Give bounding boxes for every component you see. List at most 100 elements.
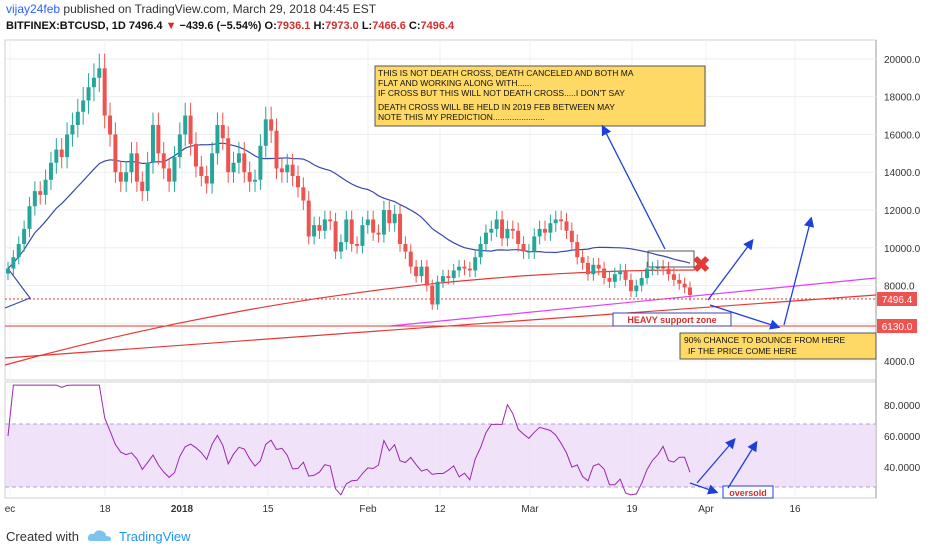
time-tick-label: Apr [698,504,714,515]
low-value: 7466.6 [372,20,406,32]
candle-body [478,244,483,258]
price-tick-label: 8000.0 [884,282,915,293]
candle-body [671,274,676,280]
ma-red-line [4,269,696,366]
candle-body [91,77,96,88]
price-tick-label: 16000.0 [884,130,921,141]
candle-body [215,125,220,154]
time-tick-label: 12 [434,504,446,515]
annotation-arrows [601,124,815,495]
candle-body [666,268,671,275]
candle-body [172,157,177,182]
candle-body [183,115,188,135]
high-value: 7973.0 [325,20,359,32]
candle-body [575,242,580,258]
username-link[interactable]: vijay24feb [6,2,61,16]
candle-body [381,210,386,235]
candle-body [312,225,317,237]
note-line-5: NOTE THIS MY PREDICTION.................… [378,112,545,122]
candle-body [16,244,21,258]
bounce-box[interactable] [679,332,877,360]
publisher-line: vijay24feb published on TradingView.com,… [6,2,376,16]
footer: Created with TradingView [0,522,932,550]
candle-body [156,125,161,154]
candle-body [398,213,403,244]
candle-body [628,279,633,292]
candle-body [32,191,37,207]
bounce-line-1: 90% CHANCE TO BOUNCE FROM HERE [684,335,846,345]
candle-body [333,221,338,252]
change-text: −439.6 (−5.54%) [179,20,262,32]
candle-body [639,278,644,286]
pink-trendline [389,277,877,327]
time-tick-label: 15 [262,504,274,515]
cross-highlight-box [647,250,695,268]
rsi-tick-label: 60.0000 [884,432,921,443]
candle-body [392,213,397,224]
candle-body [440,276,445,282]
price-tick-label: 4000.0 [884,357,915,368]
high-label: H: [313,20,326,32]
candle-body [328,219,333,222]
candle-body [97,68,102,78]
candle-body [446,276,451,278]
candle-body [537,228,542,237]
candle-body [263,119,268,146]
candle-body [269,119,274,131]
candle-body [467,268,472,271]
candle-body [75,111,80,125]
candle-body [247,172,252,182]
candle-body [569,230,574,243]
close-value: 7496.4 [420,20,455,32]
oversold-box[interactable] [722,485,774,499]
candle-body [134,153,139,182]
candle-body [290,164,295,176]
candle-body [301,187,306,201]
candle-body [489,228,494,233]
candle-body [48,162,53,180]
candle-body [376,232,381,235]
arrow-up-2 [783,216,815,326]
note-box[interactable] [374,65,706,127]
candle-body [645,268,650,278]
time-tick-label: Feb [359,504,377,515]
low-label: L: [361,20,373,32]
candle-body [150,125,155,163]
candle-body [253,179,258,182]
candle-body [516,230,521,244]
candle-body [220,125,225,139]
candle-body [596,264,601,269]
support-box-text: HEAVY support zone [627,315,716,325]
candle-body [623,270,628,280]
candle-body [677,279,682,284]
candle-body [59,149,64,158]
candle-body [43,179,48,195]
candle-body [585,262,590,275]
candle-body [371,219,376,233]
candle-body [102,68,107,116]
candle-body [473,257,478,271]
time-tick-label: ec [5,504,16,515]
candle-body [414,266,419,277]
candle-body [365,219,370,226]
note-line-2: FLAT AND WORKING ALONG WITH...... [378,78,532,88]
support-box[interactable] [612,312,732,327]
close-label: C: [408,20,421,32]
candle-body [661,266,666,269]
tradingview-brand[interactable]: TradingView [118,528,191,544]
published-text: published on TradingView.com, March 29, … [63,2,377,16]
candle-body [430,285,435,305]
last-price: 7496.4 [128,20,163,32]
candle-body [274,130,279,169]
candle-body [521,244,526,252]
down-arrow-icon: ▼ [165,20,177,32]
price-tick-label: 20000.0 [884,55,921,66]
rsi-line [7,384,691,496]
arrow-to-note [601,124,666,250]
created-with-text: Created with [6,528,79,544]
candle-body [113,134,118,173]
chart-canvas[interactable]: 20000.0 18000.0 16000.0 14000.0 12000.0 10000… [0,0,932,522]
candle-body [532,236,537,252]
candle-body [54,149,59,163]
price-tick-label: 14000.0 [884,168,921,179]
